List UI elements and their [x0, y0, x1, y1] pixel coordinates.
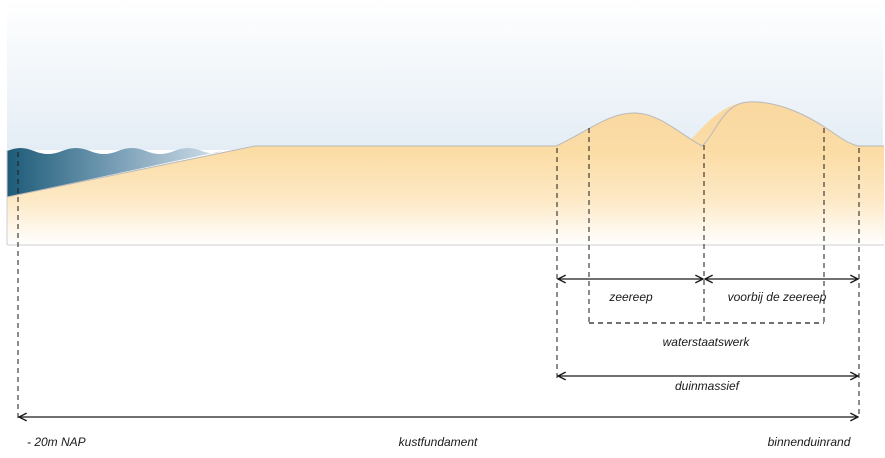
label-zeereep: zeereep: [608, 290, 653, 304]
profile-outline: [6, 101, 884, 198]
dune-back: [684, 101, 858, 146]
dune-front: [556, 112, 702, 146]
label-nap: - 20m NAP: [27, 435, 86, 449]
label-duinmassief: duinmassief: [675, 379, 741, 393]
label-kustfundament: kustfundament: [399, 435, 478, 449]
sea-water: [7, 148, 222, 197]
sand-body: [7, 146, 884, 245]
label-voorbij-zeereep: voorbij de zeereep: [728, 290, 827, 304]
label-waterstaatswerk: waterstaatswerk: [663, 335, 751, 349]
label-binnenduinrand: binnenduinrand: [768, 435, 851, 449]
